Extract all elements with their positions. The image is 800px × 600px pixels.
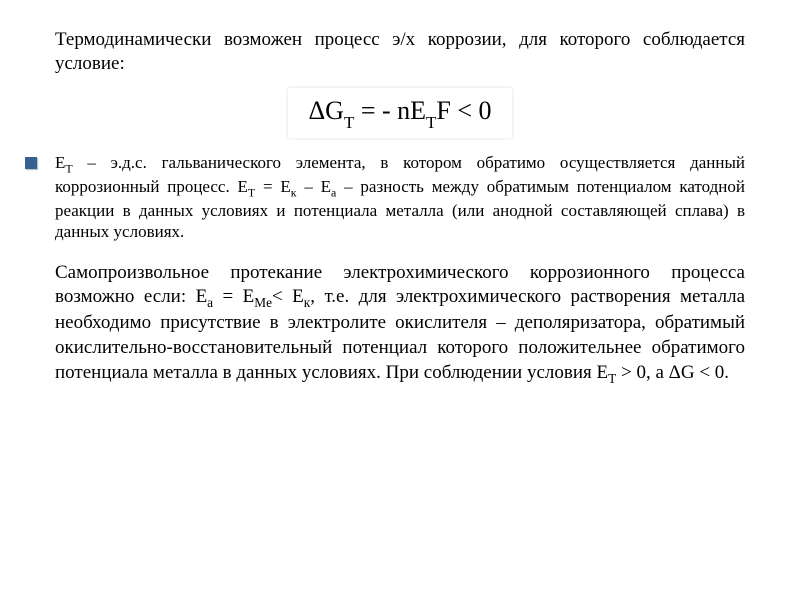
- main-paragraph: Самопроизвольное протекание электрохимич…: [55, 261, 745, 387]
- intro-paragraph: Термодинамически возможен процесс э/х ко…: [55, 28, 745, 76]
- equation-text: ΔGT = - nETF < 0: [308, 96, 491, 125]
- bullet-text: ET – э.д.с. гальванического элемента, в …: [55, 153, 745, 242]
- bullet-definition: ET – э.д.с. гальванического элемента, в …: [55, 152, 745, 243]
- square-bullet-icon: [25, 157, 37, 169]
- equation-container: ΔGT = - nETF < 0: [55, 88, 745, 138]
- equation-box: ΔGT = - nETF < 0: [288, 88, 511, 138]
